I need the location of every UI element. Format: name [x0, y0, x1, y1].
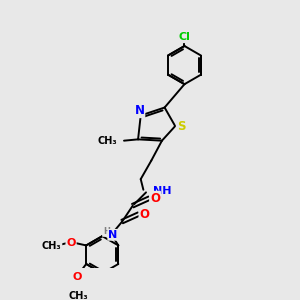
Text: S: S — [177, 120, 185, 133]
Text: O: O — [66, 238, 76, 248]
Text: H: H — [103, 227, 110, 236]
Text: N: N — [108, 230, 118, 240]
Text: O: O — [150, 192, 160, 205]
Text: CH₃: CH₃ — [68, 291, 88, 300]
Text: Cl: Cl — [178, 32, 190, 42]
Text: CH₃: CH₃ — [42, 241, 62, 251]
Text: NH: NH — [153, 186, 171, 196]
Text: O: O — [72, 272, 82, 282]
Text: CH₃: CH₃ — [97, 136, 117, 146]
Text: O: O — [140, 208, 149, 220]
Text: N: N — [134, 104, 144, 117]
